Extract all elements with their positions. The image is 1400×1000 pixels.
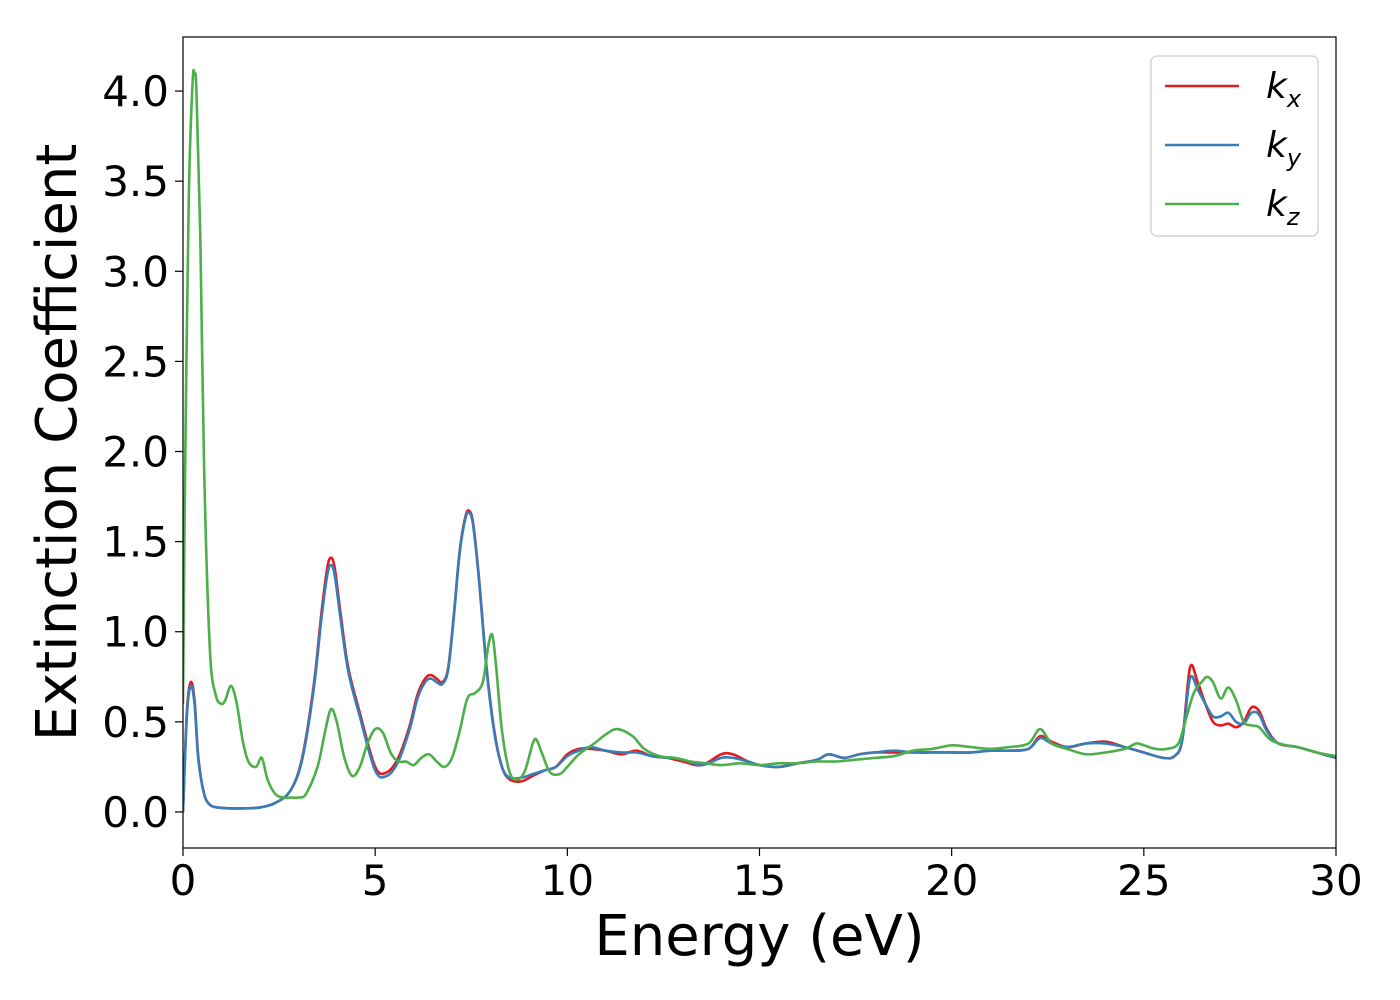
x-tick-label: 25 — [1117, 856, 1170, 905]
y-axis: 0.0 0.5 1.0 1.5 2.0 2.5 3.0 3.5 4.0 — [102, 67, 183, 837]
series-line-x — [183, 509, 1336, 813]
x-tick-label: 30 — [1309, 856, 1362, 905]
y-tick-label: 1.0 — [102, 608, 169, 657]
y-tick-label: 2.5 — [102, 337, 169, 386]
y-axis-title: Extinction Coefficient — [25, 144, 90, 742]
y-tick-label: 1.5 — [102, 518, 169, 567]
legend-label-base: k — [1266, 184, 1289, 225]
legend-label-y: ky — [1266, 125, 1302, 172]
legend-label-subscript: x — [1286, 85, 1302, 113]
x-tick-label: 0 — [170, 856, 197, 905]
legend-label-subscript: z — [1286, 203, 1301, 231]
x-tick-label: 20 — [925, 856, 978, 905]
x-tick-label: 10 — [541, 856, 594, 905]
legend-label-base: k — [1266, 125, 1289, 166]
y-tick-label: 3.0 — [102, 247, 169, 296]
y-tick-label: 0.0 — [102, 788, 169, 837]
y-tick-label: 2.0 — [102, 428, 169, 477]
x-axis-title: Energy (eV) — [594, 904, 924, 969]
series-layer — [183, 68, 1336, 813]
y-tick-label: 3.5 — [102, 157, 169, 206]
x-tick-label: 5 — [362, 856, 389, 905]
legend-label-z: kz — [1266, 184, 1301, 231]
series-line-y — [183, 510, 1336, 813]
y-tick-label: 0.5 — [102, 698, 169, 747]
x-axis: 0 5 10 15 20 25 30 — [170, 848, 1363, 905]
legend-label-subscript: y — [1286, 144, 1302, 172]
series-line-z — [183, 68, 1336, 800]
legend-label-base: k — [1266, 66, 1289, 107]
legend-label-x: kx — [1266, 66, 1302, 113]
x-tick-label: 15 — [733, 856, 786, 905]
y-tick-label: 4.0 — [102, 67, 169, 116]
